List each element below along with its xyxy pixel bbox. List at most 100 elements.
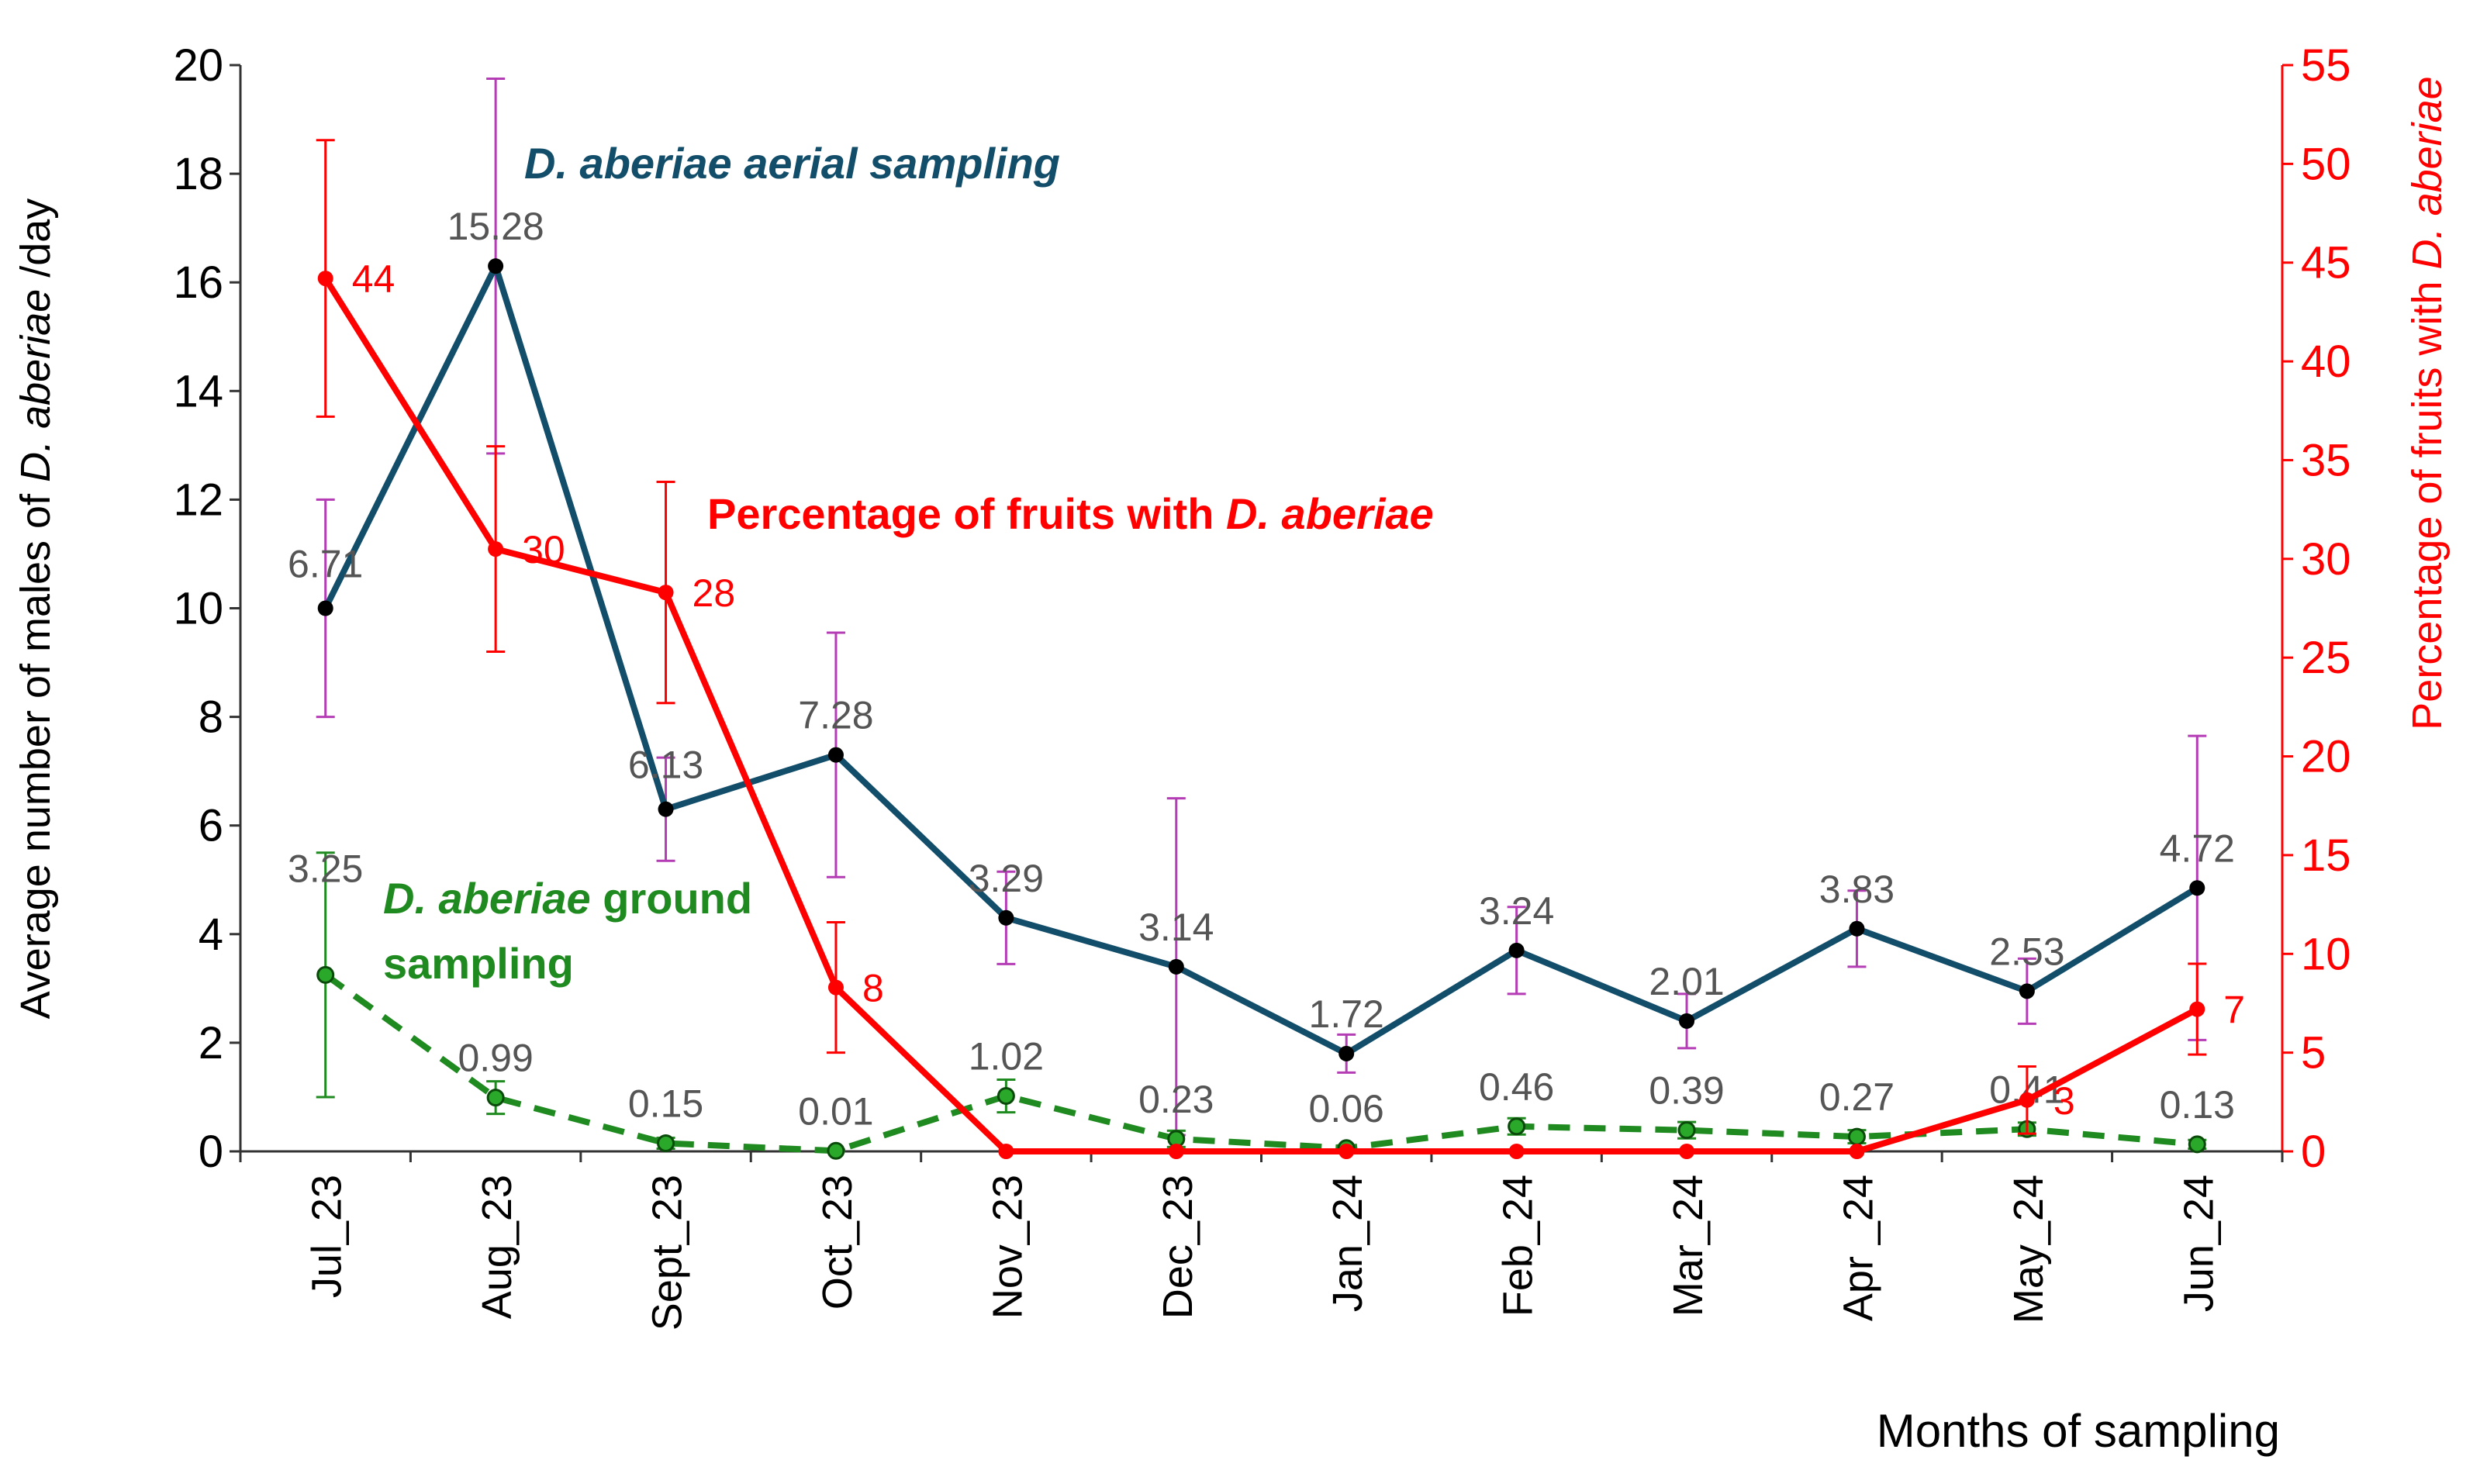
x-tick-label: Sept_23 xyxy=(644,1175,691,1330)
data-point xyxy=(2019,983,2035,999)
right-tick-label: 50 xyxy=(2301,139,2351,189)
right-tick-label: 10 xyxy=(2301,929,2351,979)
right-tick-label: 45 xyxy=(2301,238,2351,288)
legend-aerial: D. aberiae aerial sampling xyxy=(524,139,1060,188)
left-ticks: 0 2 4 6 8 10 12 14 16 18 20 xyxy=(173,40,240,1177)
data-point xyxy=(1677,1121,1696,1140)
right-tick-label: 35 xyxy=(2301,435,2351,485)
right-tick-label: 20 xyxy=(2301,732,2351,782)
legend-ground-normal: ground xyxy=(591,874,752,923)
left-tick-label: 16 xyxy=(173,257,223,308)
data-point xyxy=(1338,1144,1355,1159)
x-tick-label: Jun_24 xyxy=(2175,1175,2222,1312)
data-point xyxy=(1679,1013,1695,1029)
left-tick-label: 14 xyxy=(173,366,223,416)
x-tick-label: Mar_24 xyxy=(1665,1175,1711,1317)
data-label: 0.23 xyxy=(1138,1078,1214,1121)
data-label: 3.25 xyxy=(288,847,363,890)
data-label: 2.01 xyxy=(1649,960,1724,1003)
x-tick-label: Oct_23 xyxy=(814,1175,861,1310)
legend-ground-italic: D. aberiae xyxy=(383,874,591,923)
data-point xyxy=(316,965,335,984)
legend-ground-line2: sampling xyxy=(383,939,574,988)
data-label: 28 xyxy=(693,571,736,615)
data-label: 0.39 xyxy=(1649,1069,1724,1113)
data-point xyxy=(827,1141,845,1160)
x-tick-label: Apr _24 xyxy=(1835,1175,1881,1321)
data-label: 15.28 xyxy=(447,205,544,248)
data-point xyxy=(1508,1117,1526,1136)
data-point xyxy=(317,271,333,287)
left-tick-label: 12 xyxy=(173,475,223,525)
right-tick-label: 15 xyxy=(2301,830,2351,881)
series-fruits: 44 30 28 8 3 7 xyxy=(316,139,2245,1159)
y-axis-label: Average number of males of D. aberiae /d… xyxy=(12,198,59,1020)
legend-fruits: Percentage of fruits with D. aberiae xyxy=(707,489,1434,538)
data-label: 2.53 xyxy=(1989,930,2064,973)
series-line-aerial xyxy=(323,263,2199,1057)
data-point xyxy=(658,585,674,601)
x-tick-label: Dec_23 xyxy=(1155,1175,1201,1319)
right-tick-label: 0 xyxy=(2301,1127,2326,1177)
series-line-fruits xyxy=(323,276,2199,1154)
right-tick-label: 30 xyxy=(2301,534,2351,585)
right-axis: 0 5 10 15 20 25 30 35 40 45 50 55 xyxy=(2281,40,2351,1177)
data-point xyxy=(998,1144,1014,1159)
data-point xyxy=(2188,1135,2206,1154)
data-label: 7.28 xyxy=(798,694,873,737)
data-point xyxy=(1168,958,1184,975)
data-label: 8 xyxy=(862,967,884,1010)
data-label: 6.13 xyxy=(628,744,703,787)
x-ticks: Jul_23 Aug_23 Sept_23 Oct_23 Nov_23 Dec_23 Jan… xyxy=(239,1151,2284,1330)
left-tick-label: 8 xyxy=(199,692,223,743)
data-point xyxy=(1679,1144,1695,1159)
data-label: 7 xyxy=(2223,989,2245,1032)
data-label: 30 xyxy=(522,528,565,571)
data-point xyxy=(486,1089,505,1107)
legend-fruits-italic: D. aberiae xyxy=(1226,489,1434,538)
data-point xyxy=(488,541,504,557)
right-tick-label: 40 xyxy=(2301,336,2351,387)
series-layer: 6.71 15.28 6.13 7.28 3.29 3.14 1.72 3.24 2.01 3.8… xyxy=(288,78,2245,1160)
right-tick-label: 25 xyxy=(2301,633,2351,683)
data-point xyxy=(1849,920,1865,937)
left-tick-label: 4 xyxy=(199,909,223,960)
data-label: 44 xyxy=(352,257,395,301)
data-label: 3 xyxy=(2053,1079,2075,1123)
x-tick-label: Feb_24 xyxy=(1495,1175,1542,1317)
data-point xyxy=(2019,1092,2035,1108)
data-point xyxy=(317,600,333,616)
data-point xyxy=(1508,1144,1525,1159)
right-tick-label: 5 xyxy=(2301,1028,2326,1078)
x-axis: Jul_23 Aug_23 Sept_23 Oct_23 Nov_23 Dec_23 Jan… xyxy=(239,1150,2284,1330)
data-label: 0.15 xyxy=(628,1082,703,1125)
left-axis: 0 2 4 6 8 10 12 14 16 18 20 xyxy=(173,40,242,1177)
left-tick-label: 18 xyxy=(173,149,223,199)
left-tick-label: 10 xyxy=(173,584,223,634)
left-tick-label: 2 xyxy=(199,1018,223,1068)
y-label-pre: Average number of males of xyxy=(12,482,59,1019)
data-label: 3.14 xyxy=(1138,906,1214,949)
data-label: 0.46 xyxy=(1479,1065,1554,1109)
y2-label-italic: D. aberiae xyxy=(2404,76,2451,269)
left-tick-label: 20 xyxy=(173,40,223,91)
series-ground: 3.25 0.99 0.15 0.01 1.02 0.23 0.06 0.46 0.39 0.27… xyxy=(288,847,2235,1160)
legend-fruits-normal: Percentage of fruits with xyxy=(707,489,1226,538)
right-ticks: 0 5 10 15 20 25 30 35 40 45 50 55 xyxy=(2282,40,2351,1177)
data-label: 6.71 xyxy=(288,543,363,586)
data-point xyxy=(998,909,1014,926)
data-label: 3.29 xyxy=(969,857,1044,900)
y-label-italic: D. aberiae xyxy=(12,289,59,482)
legend-ground: D. aberiae ground xyxy=(383,874,752,923)
x-tick-label: Aug_23 xyxy=(474,1175,520,1319)
left-tick-label: 0 xyxy=(199,1127,223,1177)
data-point xyxy=(827,979,844,996)
y2-axis-label: Percentage of fruits with D. aberiae xyxy=(2404,76,2451,730)
right-tick-label: 55 xyxy=(2301,40,2351,91)
data-point xyxy=(2189,880,2205,896)
data-point xyxy=(657,1134,675,1152)
y-label-post: /day xyxy=(12,198,59,289)
y2-label-pre: Percentage of fruits with xyxy=(2404,269,2451,730)
data-label: 1.02 xyxy=(969,1035,1044,1078)
